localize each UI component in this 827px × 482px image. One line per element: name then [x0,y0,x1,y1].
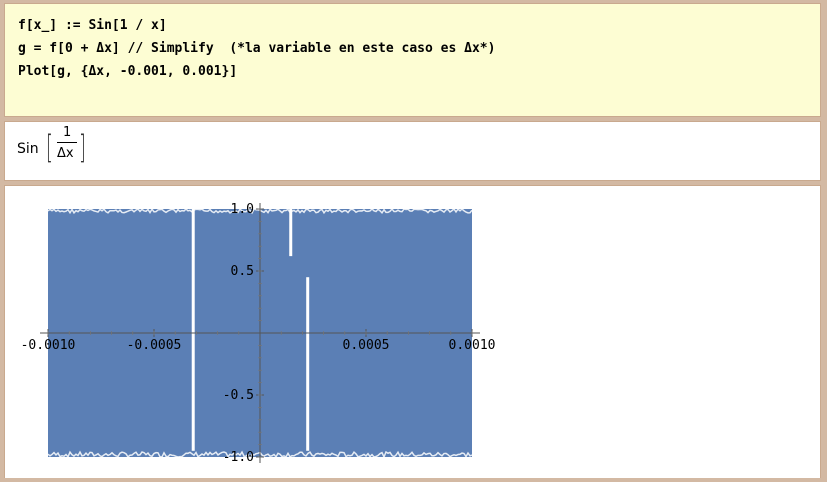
input-line-definition[interactable]: f[x_] := Sin[1 / x] [18,18,167,33]
output-fraction-numerator: 1 [63,125,72,140]
x-tick-label-1: -0.0005 [127,338,182,353]
output-close-bracket: ] [79,128,86,166]
x-tick-label-0: -0.0010 [21,338,76,353]
y-tick-label-3: -1.0 [223,450,254,465]
output-open-bracket: [ [46,128,53,166]
output-fraction-denominator: Δx [57,146,74,161]
input-line-simplify[interactable]: g = f[0 + Δx] // Simplify (*la variable … [18,41,496,56]
output-function-name: Sin [17,141,39,157]
sin-series-gap-2 [289,209,293,257]
input-line-plot[interactable]: Plot[g, {Δx, -0.001, 0.001}] [18,64,238,79]
x-tick-label-3: 0.0010 [449,338,496,353]
sin-plot[interactable]: -0.0010 -0.0005 0.0005 0.0010 1.0 0.5 -0.5 -1.0 [5,186,820,478]
input-cell[interactable]: f[x_] := Sin[1 / x] g = f[0 + Δx] // Sim… [4,3,821,117]
output-cell[interactable] [4,121,821,181]
plot-cell[interactable]: -0.0010 -0.0005 0.0005 0.0010 1.0 0.5 -0.5 -1.0 [4,185,821,478]
y-tick-label-0: 1.0 [231,202,254,217]
x-tick-label-2: 0.0005 [343,338,390,353]
sin-series-gap-0 [191,209,195,451]
output-fraction-bar [57,142,77,143]
sin-series-gap-1 [306,277,310,451]
y-tick-label-1: 0.5 [231,264,254,279]
y-tick-label-2: -0.5 [223,388,254,403]
